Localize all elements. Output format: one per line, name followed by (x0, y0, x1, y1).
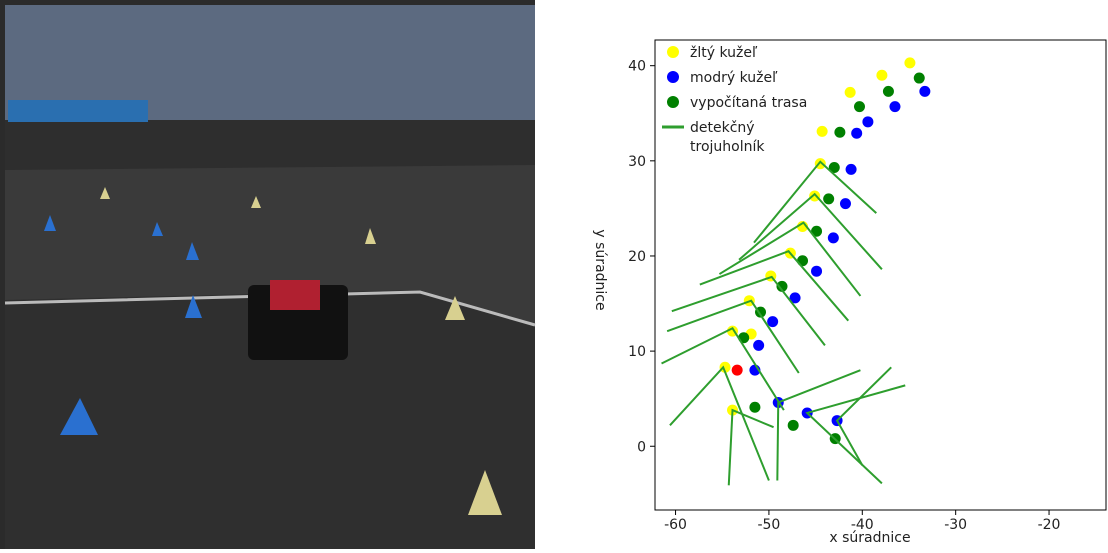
cone (251, 196, 261, 208)
banner (8, 100, 148, 122)
x-tick-label: -60 (664, 517, 687, 533)
cone (152, 222, 163, 236)
legend-label: žltý kužeľ (690, 45, 758, 61)
legend-marker (667, 46, 679, 58)
y-tick-label: 40 (628, 59, 646, 75)
cone (185, 295, 202, 318)
plot-frame (654, 39, 1107, 511)
detection-line (727, 408, 774, 486)
point (845, 163, 857, 175)
legend-label: vypočítaná trasa (690, 95, 807, 111)
track-near (5, 290, 535, 549)
x-tick-label: -40 (851, 517, 874, 533)
y-tick-label: 20 (628, 249, 646, 265)
point (851, 127, 863, 139)
point (749, 401, 761, 413)
x-tick-label: -50 (757, 517, 780, 533)
cone (186, 242, 199, 260)
cone (100, 187, 110, 199)
legend-label: detekčný trojuholník (690, 120, 765, 155)
point (809, 190, 821, 202)
simulation-view (0, 0, 536, 549)
point (904, 57, 916, 69)
car-point (731, 364, 743, 376)
detection-line (835, 366, 892, 466)
cone (365, 228, 376, 244)
point (789, 292, 801, 304)
point (811, 225, 823, 237)
y-tick-label: 10 (628, 344, 646, 360)
point (767, 316, 779, 328)
point (853, 101, 865, 113)
plot: x súradnice y súradnice (592, 229, 911, 546)
point (828, 161, 840, 173)
y-tick-label: 30 (628, 154, 646, 170)
point (913, 72, 925, 84)
point (839, 198, 851, 210)
point (719, 361, 731, 373)
detection-line (661, 326, 785, 411)
point (823, 193, 835, 205)
cone (60, 398, 98, 435)
point (876, 69, 888, 81)
detection-line (666, 299, 800, 374)
y-tick-label: 0 (637, 439, 646, 455)
detection-line (738, 192, 883, 270)
point (834, 126, 846, 138)
car-body (270, 280, 320, 310)
legend-label: modrý kužeľ (690, 70, 778, 86)
point (753, 339, 765, 351)
y-axis-label: y súradnice (592, 229, 608, 310)
cone (445, 296, 465, 320)
wall (5, 120, 535, 170)
point (797, 255, 809, 267)
point (844, 86, 856, 98)
x-tick-label: -20 (1038, 517, 1061, 533)
point (889, 101, 901, 113)
point (862, 116, 874, 128)
point (919, 85, 931, 97)
track-line (4, 290, 536, 327)
x-tick-label: -30 (944, 517, 967, 533)
point (776, 280, 788, 292)
detection-line (805, 384, 906, 485)
x-axis-label: x súradnice (829, 530, 910, 546)
point (816, 125, 828, 137)
detection-line (699, 250, 850, 322)
detection-line (753, 160, 877, 244)
detection-line (669, 365, 770, 481)
point (827, 232, 839, 244)
detection-line (671, 275, 826, 347)
legend-marker (667, 96, 679, 108)
point (811, 265, 823, 277)
detection-line (776, 369, 861, 481)
legend-marker (667, 71, 679, 83)
detection-line (718, 221, 862, 297)
cone (44, 215, 56, 231)
point (882, 85, 894, 97)
point (787, 419, 799, 431)
cone (468, 470, 502, 515)
